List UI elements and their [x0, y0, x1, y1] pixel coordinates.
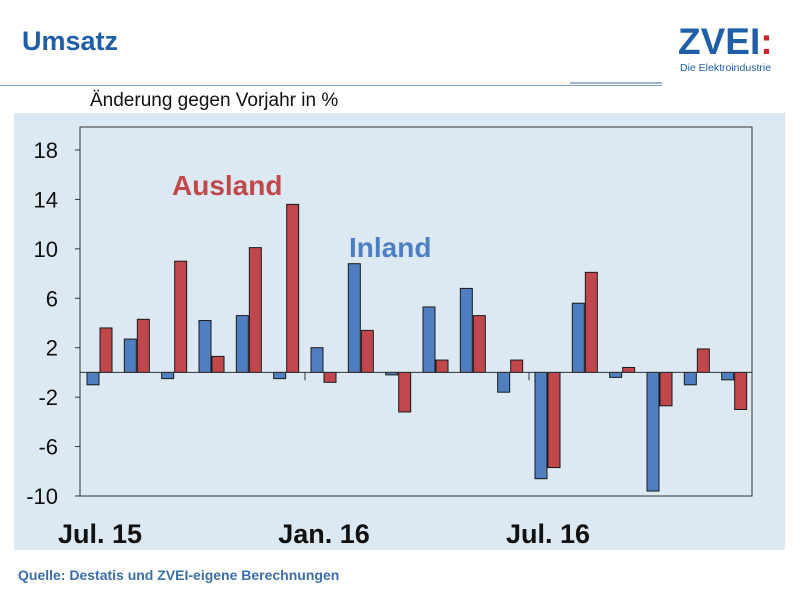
logo-tagline: Die Elektroindustrie	[680, 62, 772, 74]
bar-ausland	[398, 371, 412, 413]
bar-inland	[683, 371, 697, 386]
page-title: Umsatz	[22, 26, 119, 56]
bar-inland	[310, 347, 324, 373]
bar-inland	[198, 320, 212, 373]
bar-inland	[609, 371, 623, 378]
y-tick-label: -6	[38, 435, 58, 460]
bar-inland	[571, 302, 585, 373]
bar-inland	[422, 306, 436, 373]
series-label-inland: Inland	[349, 232, 431, 263]
x-tick-label: Jul. 15	[58, 519, 142, 549]
y-tick-label: 6	[46, 286, 58, 311]
bar-inland	[534, 371, 548, 480]
bar-ausland	[211, 355, 225, 373]
bar-inland	[161, 371, 175, 380]
y-tick-label: 14	[34, 187, 58, 212]
bar-ausland	[174, 260, 188, 373]
bar-ausland	[323, 371, 337, 383]
bar-ausland	[99, 327, 113, 373]
y-axis-caption: Änderung gegen Vorjahr in %	[90, 90, 339, 111]
bar-ausland	[435, 359, 449, 373]
zvei-logo: ZVEI: Die Elektroindustrie	[678, 22, 788, 78]
bar-series	[86, 203, 748, 492]
header-divider-accent	[570, 82, 662, 84]
bar-ausland	[286, 203, 300, 373]
bar-ausland	[510, 359, 524, 373]
y-tick-label: 2	[46, 336, 58, 361]
y-axis: 18 14 10 6 2 -2 -6 -10	[26, 138, 80, 509]
bar-ausland	[734, 371, 748, 410]
bar-ausland	[136, 318, 150, 373]
bar-ausland	[360, 329, 374, 373]
header-divider	[0, 85, 662, 86]
y-tick-label: 10	[34, 237, 58, 262]
bar-inland	[86, 371, 100, 386]
bar-ausland	[622, 366, 636, 373]
bar-inland	[273, 371, 287, 380]
bar-ausland	[584, 271, 598, 373]
bar-ausland	[248, 247, 262, 373]
y-tick-label: 18	[34, 138, 58, 163]
y-tick-label: -2	[38, 385, 58, 410]
source-note: Quelle: Destatis und ZVEI-eigene Berechn…	[18, 567, 340, 583]
x-tick-label: Jan. 16	[278, 519, 370, 549]
series-label-ausland: Ausland	[172, 170, 282, 201]
x-tick-label: Jul. 16	[506, 519, 590, 549]
bar-inland	[497, 371, 511, 393]
bar-inland	[646, 371, 660, 492]
bar-inland	[123, 338, 137, 373]
bar-ausland	[659, 371, 673, 407]
bar-inland	[347, 263, 361, 373]
bar-inland	[235, 315, 249, 373]
bar-ausland	[547, 371, 561, 469]
x-axis: Jul. 15 Jan. 16 Jul. 16	[58, 372, 590, 549]
y-tick-label: -10	[26, 484, 58, 509]
bar-ausland	[696, 348, 710, 373]
plot-frame	[79, 126, 753, 497]
series-labels: Inland Ausland	[172, 170, 431, 263]
bar-ausland	[472, 315, 486, 373]
bar-inland	[721, 371, 735, 381]
bar-inland	[459, 287, 473, 373]
logo-wordmark: ZVEI:	[678, 21, 773, 62]
